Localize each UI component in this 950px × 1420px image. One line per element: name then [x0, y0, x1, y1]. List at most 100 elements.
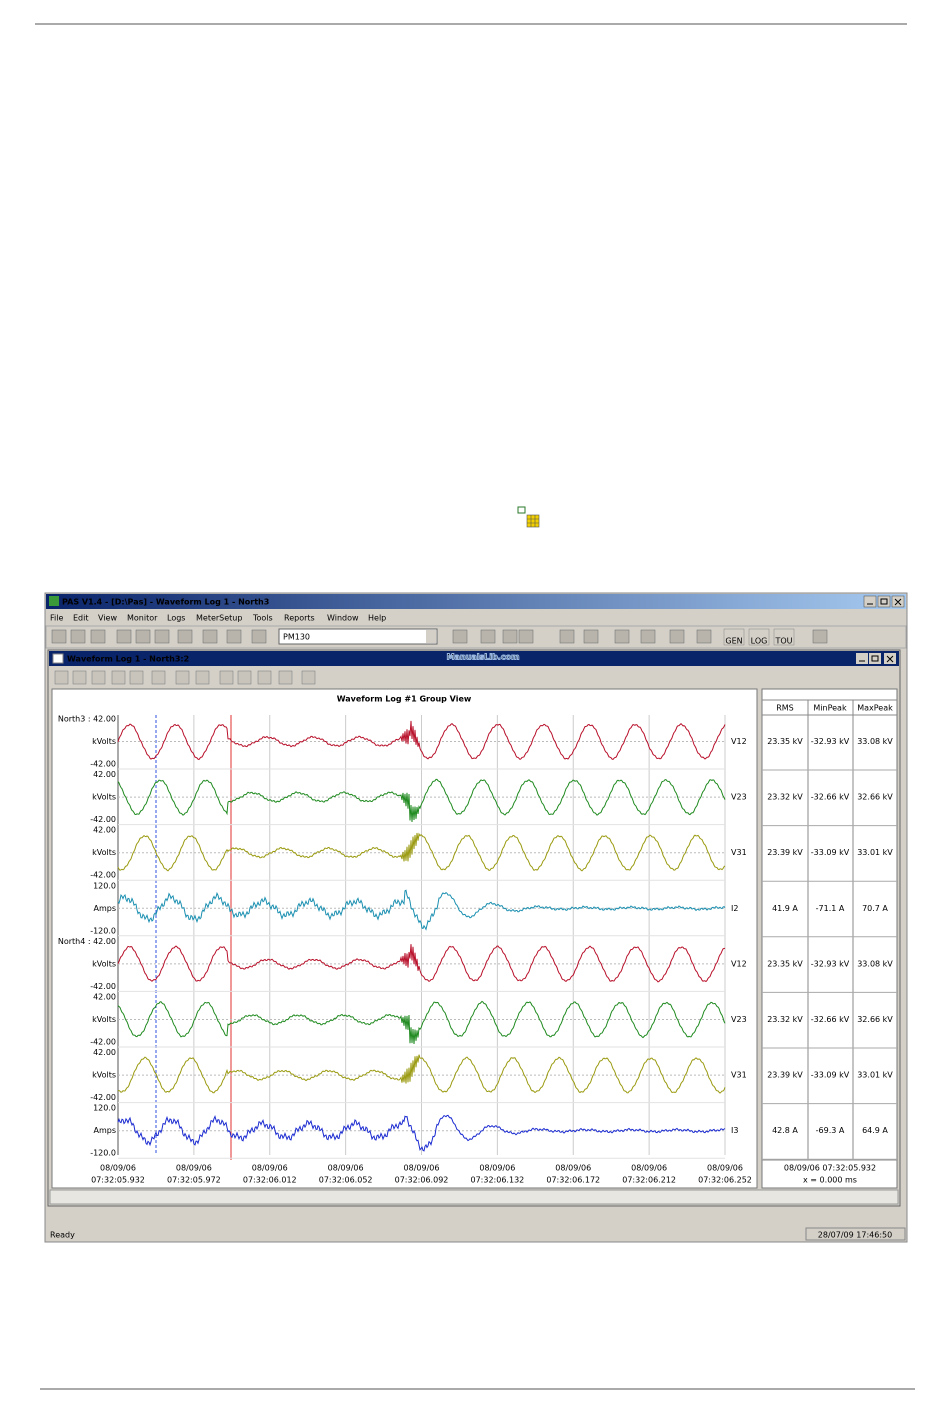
table-value: 23.35 kV [767, 959, 803, 968]
channel-name: V23 [731, 793, 747, 802]
chart-tool-button[interactable] [301, 670, 316, 685]
chart-tool-button[interactable] [175, 670, 190, 685]
toolbar-button[interactable] [748, 628, 770, 646]
toolbar-button[interactable] [452, 629, 468, 644]
table-value: 32.66 kV [857, 793, 893, 802]
toolbar-button[interactable] [502, 629, 518, 644]
toolbar-button[interactable] [559, 629, 575, 644]
chart-tool-button[interactable] [129, 670, 144, 685]
menu-item[interactable]: View [98, 614, 117, 623]
channel-name: V12 [731, 959, 747, 968]
row-unit: kVolts [92, 848, 116, 857]
mdi-window-buttons[interactable] [856, 653, 896, 664]
time-label: 08/09/06 [707, 1164, 743, 1173]
app-window-buttons[interactable] [863, 595, 905, 608]
chart-tool-button[interactable] [237, 670, 252, 685]
menu-item[interactable]: Window [327, 614, 359, 623]
table-value: 23.32 kV [767, 1015, 803, 1024]
toolbar-button[interactable] [614, 629, 630, 644]
table-value: 23.39 kV [767, 848, 803, 857]
chart-tool-button[interactable] [72, 670, 87, 685]
waveform [117, 1000, 726, 1045]
channel-name: V23 [731, 1015, 747, 1024]
toolbar-button[interactable] [154, 629, 170, 644]
device-combo[interactable] [278, 628, 438, 645]
menu-item[interactable]: Logs [167, 614, 185, 623]
cursor-time: 08/09/06 07:32:05.932 [784, 1164, 876, 1173]
menu-item[interactable]: Edit [73, 614, 89, 623]
waveform [117, 720, 726, 761]
small-icon [517, 506, 540, 528]
time-label: 08/09/06 [100, 1164, 136, 1173]
table-value: 33.01 kV [857, 1071, 893, 1080]
time-label: 08/09/06 [176, 1164, 212, 1173]
chart-tool-button[interactable] [257, 670, 272, 685]
channel-name: V12 [731, 737, 747, 746]
row-unit: Amps [93, 1126, 116, 1135]
table-value: 23.35 kV [767, 737, 803, 746]
toolbar-button[interactable] [669, 629, 685, 644]
toolbar-button[interactable] [518, 629, 534, 644]
time-label: 08/09/06 [479, 1164, 515, 1173]
mdi-title: Waveform Log 1 - North3:2 [67, 655, 189, 664]
chart-tool-button[interactable] [195, 670, 210, 685]
toolbar-button[interactable] [696, 629, 712, 644]
menu-item[interactable]: Help [368, 614, 386, 623]
table-value: -33.09 kV [811, 1071, 850, 1080]
row-unit: Amps [93, 904, 116, 913]
chart-tool-button[interactable] [219, 670, 234, 685]
row-unit: kVolts [92, 959, 116, 968]
menu-item[interactable]: Monitor [127, 614, 158, 623]
value-table [761, 688, 898, 1189]
chart-title: Waveform Log #1 Group View [337, 695, 472, 704]
h-scrollbar[interactable] [49, 1189, 899, 1205]
time-label: 08/09/06 [404, 1164, 440, 1173]
time-label: 08/09/06 [631, 1164, 667, 1173]
row-top-label: 42.00 [93, 826, 116, 835]
chart-tool-button[interactable] [54, 670, 69, 685]
channel-name: I2 [731, 904, 738, 913]
toolbar-button[interactable] [583, 629, 599, 644]
table-value: 70.7 A [862, 904, 888, 913]
row-top-label: North3 : 42.00 [58, 715, 116, 724]
row-top-label: 42.00 [93, 770, 116, 779]
menu-item[interactable]: Tools [252, 614, 273, 623]
channel-name: V31 [731, 848, 747, 857]
toolbar-button[interactable] [116, 629, 132, 644]
waveform [117, 832, 726, 872]
row-bottom-label: -120.0 [90, 926, 116, 935]
toolbar-button[interactable] [177, 629, 193, 644]
row-unit: kVolts [92, 793, 116, 802]
time-label: 07:32:06.172 [546, 1176, 600, 1185]
table-header: MaxPeak [857, 704, 893, 713]
toolbar-button[interactable] [51, 629, 67, 644]
table-value: 42.8 A [772, 1126, 798, 1135]
table-value: -71.1 A [816, 904, 845, 913]
toolbar-button[interactable] [90, 629, 106, 644]
toolbar-button[interactable] [202, 629, 218, 644]
toolbar-button[interactable] [70, 629, 86, 644]
toolbar-button[interactable] [812, 629, 828, 644]
menu-item[interactable]: MeterSetup [196, 614, 242, 623]
menu-item[interactable]: Reports [284, 614, 315, 623]
toolbar-button[interactable] [640, 629, 656, 644]
chart-tool-button[interactable] [151, 670, 166, 685]
table-value: -33.09 kV [811, 848, 850, 857]
toolbar-button[interactable] [251, 629, 267, 644]
chart-tool-button[interactable] [278, 670, 293, 685]
row-top-label: North4 : 42.00 [58, 937, 116, 946]
toolbar-button[interactable] [723, 628, 745, 646]
combo-arrow[interactable] [426, 630, 436, 643]
toolbar-button[interactable] [773, 628, 795, 646]
device-name: PM130 [283, 633, 310, 642]
mdi-icon [52, 653, 64, 664]
row-bottom-label: -42.00 [90, 760, 116, 769]
waveform [117, 889, 726, 931]
toolbar-button[interactable] [135, 629, 151, 644]
toolbar-button[interactable] [226, 629, 242, 644]
chart-tool-button[interactable] [91, 670, 106, 685]
toolbar-button[interactable] [480, 629, 496, 644]
chart-tool-button[interactable] [111, 670, 126, 685]
time-label: 07:32:06.092 [395, 1176, 449, 1185]
menu-item[interactable]: File [50, 614, 63, 623]
